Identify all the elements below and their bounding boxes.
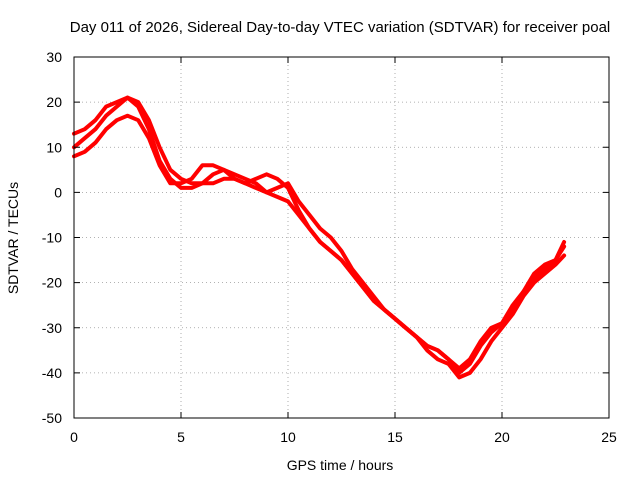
y-tick-label: -20 — [42, 275, 62, 291]
series-line-3 — [72, 113, 567, 380]
series-layer — [72, 95, 567, 380]
series-line-1 — [72, 95, 567, 375]
y-tick-label: -40 — [42, 365, 62, 381]
x-tick-label: 10 — [280, 429, 296, 445]
y-axis-label: SDTVAR / TECUs — [5, 182, 21, 294]
x-tick-labels: 0 5 10 15 20 25 — [70, 429, 617, 445]
y-tick-label: -10 — [42, 230, 62, 246]
x-tick-label: 5 — [177, 429, 185, 445]
y-tick-label: 20 — [46, 94, 62, 110]
chart-title: Day 011 of 2026, Sidereal Day-to-day VTE… — [70, 19, 611, 36]
y-tick-label: -30 — [42, 320, 62, 336]
y-tick-labels: -50 -40 -30 -20 -10 0 10 20 30 — [42, 49, 62, 426]
x-tick-label: 15 — [387, 429, 403, 445]
y-tick-label: 0 — [54, 184, 62, 200]
x-tick-label: 20 — [494, 429, 510, 445]
tick-marks — [73, 56, 610, 419]
x-tick-label: 25 — [601, 429, 617, 445]
x-tick-label: 0 — [70, 429, 78, 445]
y-tick-label: 10 — [46, 139, 62, 155]
grid-lines — [74, 57, 609, 418]
y-tick-label: 30 — [46, 49, 62, 65]
y-tick-label: -50 — [42, 410, 62, 426]
x-axis-label: GPS time / hours — [287, 457, 394, 473]
